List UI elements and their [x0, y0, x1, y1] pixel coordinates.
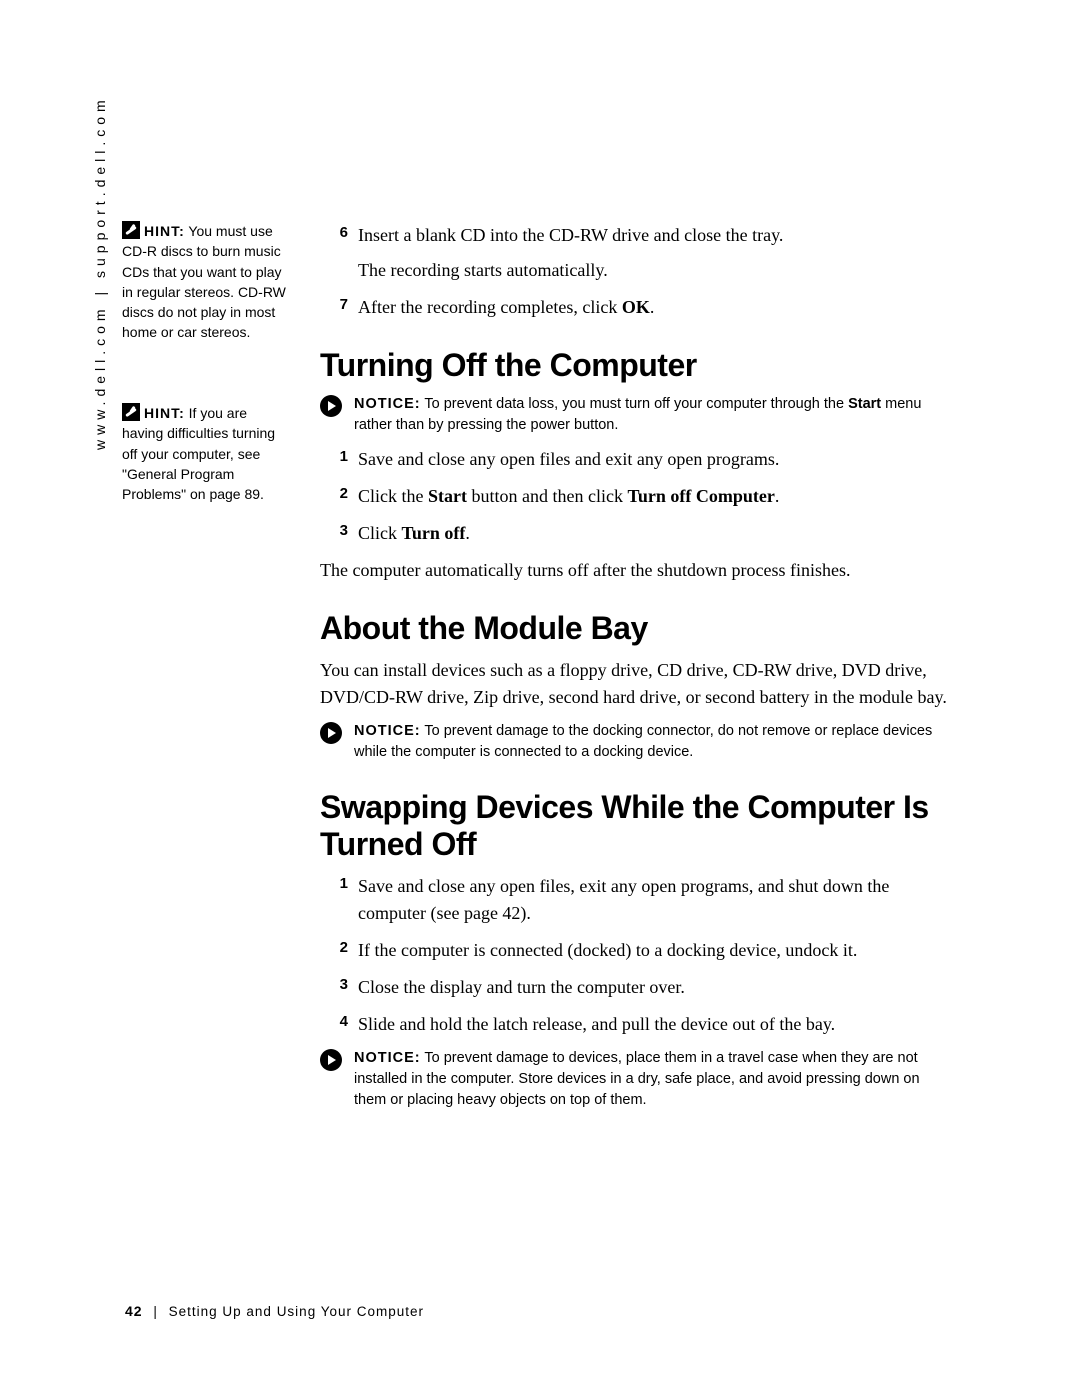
step-body: Click Turn off.: [358, 520, 960, 547]
notice-text: NOTICE: To prevent damage to the docking…: [354, 721, 960, 763]
step-number: 6: [320, 222, 358, 284]
ordered-step: 2 If the computer is connected (docked) …: [320, 937, 960, 964]
notice-block: NOTICE: To prevent damage to devices, pl…: [320, 1048, 960, 1111]
ordered-step: 3 Click Turn off.: [320, 520, 960, 547]
step-subtext: The recording starts automatically.: [358, 257, 960, 284]
main-content: 6 Insert a blank CD into the CD-RW drive…: [320, 218, 960, 1121]
step-body: Slide and hold the latch release, and pu…: [358, 1011, 960, 1038]
ordered-step: 4 Slide and hold the latch release, and …: [320, 1011, 960, 1038]
pencil-icon: [122, 403, 140, 421]
step-number: 3: [320, 520, 358, 547]
hint-block-2: HINT: If you are having difficulties tur…: [122, 400, 292, 504]
page-footer: 42 | Setting Up and Using Your Computer: [125, 1303, 424, 1319]
footer-separator: |: [153, 1304, 158, 1319]
manual-page: www.dell.com | support.dell.com HINT: Yo…: [0, 0, 1080, 1397]
hint-label: HINT:: [144, 223, 185, 239]
step-number: 1: [320, 873, 358, 927]
step-body: Insert a blank CD into the CD-RW drive a…: [358, 222, 960, 284]
section-heading-swapping: Swapping Devices While the Computer Is T…: [320, 789, 960, 863]
side-url-text: www.dell.com | support.dell.com: [92, 95, 108, 450]
section-heading-module-bay: About the Module Bay: [320, 610, 960, 647]
step-body: Save and close any open files and exit a…: [358, 446, 960, 473]
ordered-step: 2 Click the Start button and then click …: [320, 483, 960, 510]
section-heading-turning-off: Turning Off the Computer: [320, 347, 960, 384]
hint-block-1: HINT: You must use CD-R discs to burn mu…: [122, 218, 292, 343]
step-number: 4: [320, 1011, 358, 1038]
ordered-step: 6 Insert a blank CD into the CD-RW drive…: [320, 222, 960, 284]
ordered-step: 7 After the recording completes, click O…: [320, 294, 960, 321]
step-body: Save and close any open files, exit any …: [358, 873, 960, 927]
step-body: Close the display and turn the computer …: [358, 974, 960, 1001]
hint-text: You must use CD-R discs to burn music CD…: [122, 223, 286, 340]
arrow-circle-icon: [320, 1049, 342, 1071]
paragraph: The computer automatically turns off aft…: [320, 557, 960, 584]
paragraph: You can install devices such as a floppy…: [320, 657, 960, 711]
page-number: 42: [125, 1303, 143, 1319]
step-number: 2: [320, 937, 358, 964]
pencil-icon: [122, 221, 140, 239]
ordered-step: 3 Close the display and turn the compute…: [320, 974, 960, 1001]
footer-section-title: Setting Up and Using Your Computer: [169, 1304, 424, 1319]
arrow-circle-icon: [320, 395, 342, 417]
hint-label: HINT:: [144, 405, 185, 421]
step-number: 3: [320, 974, 358, 1001]
step-number: 2: [320, 483, 358, 510]
notice-text: NOTICE: To prevent data loss, you must t…: [354, 394, 960, 436]
step-body: After the recording completes, click OK.: [358, 294, 960, 321]
arrow-circle-icon: [320, 722, 342, 744]
step-number: 7: [320, 294, 358, 321]
step-number: 1: [320, 446, 358, 473]
notice-block: NOTICE: To prevent data loss, you must t…: [320, 394, 960, 436]
step-body: Click the Start button and then click Tu…: [358, 483, 960, 510]
notice-block: NOTICE: To prevent damage to the docking…: [320, 721, 960, 763]
ordered-step: 1 Save and close any open files and exit…: [320, 446, 960, 473]
ordered-step: 1 Save and close any open files, exit an…: [320, 873, 960, 927]
notice-text: NOTICE: To prevent damage to devices, pl…: [354, 1048, 960, 1111]
step-body: If the computer is connected (docked) to…: [358, 937, 960, 964]
